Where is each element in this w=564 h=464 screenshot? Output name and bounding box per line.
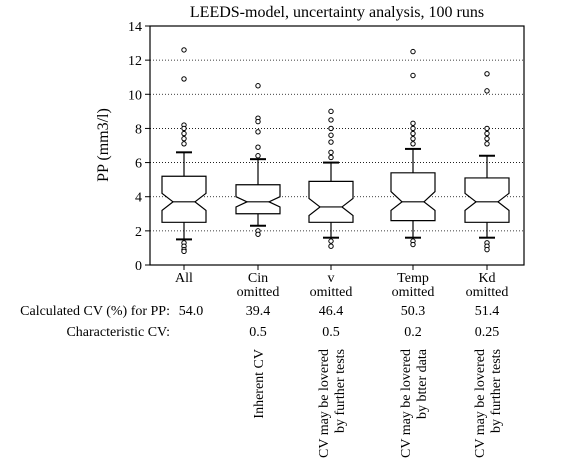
note-line: CV may be lovered bbox=[473, 349, 488, 458]
note-line-2: by further tests bbox=[489, 349, 504, 433]
y-tick-label: 12 bbox=[128, 54, 142, 69]
y-tick-label: 8 bbox=[135, 122, 142, 137]
outlier-point bbox=[328, 125, 334, 132]
outlier-point bbox=[255, 129, 261, 135]
y-axis-label: PP (mm3/l) bbox=[95, 108, 112, 182]
box-4 bbox=[464, 71, 510, 253]
cv-value: 54.0 bbox=[179, 304, 204, 319]
x-tick-label-line2: omitted bbox=[237, 285, 280, 300]
characteristic-value: 0.2 bbox=[404, 325, 422, 340]
outlier-point bbox=[181, 248, 187, 255]
characteristic-value: 0.5 bbox=[249, 325, 267, 340]
plot-frame bbox=[149, 25, 525, 266]
outlier-point bbox=[181, 141, 187, 147]
x-tick-label: Cin bbox=[248, 271, 268, 286]
x-tick-label: All bbox=[175, 271, 193, 286]
outlier-point bbox=[410, 130, 416, 137]
y-tick-label: 6 bbox=[135, 157, 142, 172]
outlier-point bbox=[484, 88, 490, 94]
notes-group: Inherent CV CV may be lovered by further t… bbox=[252, 348, 504, 458]
note-2: CV may be lovered by further tests bbox=[317, 349, 348, 458]
outlier-point bbox=[255, 231, 261, 237]
x-tick-label: Temp bbox=[397, 271, 429, 286]
x-tick-label-line2: omitted bbox=[392, 285, 435, 300]
chart-title: LEEDS-model, uncertainty analysis, 100 r… bbox=[190, 4, 484, 21]
outlier-point bbox=[255, 118, 261, 125]
notched-box bbox=[235, 184, 281, 215]
outlier-point bbox=[484, 141, 490, 147]
box-group bbox=[161, 47, 510, 255]
note-line: CV may be lovered bbox=[399, 349, 414, 458]
notched-box bbox=[161, 175, 207, 223]
y-tick-label: 2 bbox=[135, 225, 142, 240]
outlier-point bbox=[328, 117, 334, 123]
outlier-point bbox=[181, 76, 187, 82]
cv-table: Calculated CV (%) for PP: Characteristic … bbox=[20, 304, 499, 340]
outlier-point bbox=[255, 144, 261, 150]
outlier-point bbox=[410, 72, 416, 79]
note-line-2: by btter data bbox=[415, 348, 430, 419]
cv-value: 46.4 bbox=[319, 304, 344, 319]
outlier-point bbox=[328, 238, 334, 244]
outlier-point bbox=[328, 108, 334, 115]
outlier-point bbox=[410, 120, 416, 127]
outlier-point bbox=[410, 125, 416, 132]
note-4: CV may be lovered by further tests bbox=[473, 349, 504, 458]
box-0 bbox=[161, 47, 207, 255]
y-tick-label: 0 bbox=[135, 259, 142, 274]
outlier-point bbox=[328, 132, 334, 138]
outlier-point bbox=[484, 246, 490, 253]
outlier-point bbox=[484, 71, 490, 77]
outlier-point bbox=[255, 83, 261, 89]
outlier-point bbox=[328, 154, 334, 161]
box-1 bbox=[235, 83, 281, 237]
outlier-point bbox=[328, 243, 334, 249]
outlier-point bbox=[328, 139, 334, 145]
box-2 bbox=[308, 108, 354, 249]
x-tick-label: v bbox=[328, 271, 335, 286]
outlier-point bbox=[410, 141, 416, 147]
outlier-point bbox=[484, 130, 490, 137]
outlier-point bbox=[181, 130, 187, 137]
box-3 bbox=[390, 48, 436, 248]
outlier-point bbox=[484, 135, 490, 142]
x-tick-label-line2: omitted bbox=[466, 285, 509, 300]
outlier-point bbox=[181, 135, 187, 142]
cv-value: 39.4 bbox=[246, 304, 271, 319]
outlier-point bbox=[181, 47, 187, 53]
y-tick-label: 4 bbox=[135, 191, 142, 206]
outlier-point bbox=[410, 135, 416, 142]
characteristic-value: 0.5 bbox=[322, 325, 340, 340]
x-tick-label-line2: omitted bbox=[310, 285, 353, 300]
characteristic-value: 0.25 bbox=[475, 325, 500, 340]
y-tick-label: 14 bbox=[128, 20, 142, 35]
notched-box bbox=[390, 172, 436, 222]
x-tick-label: Kd bbox=[478, 271, 495, 286]
y-axis: 0 2 4 6 8 10 12 14 bbox=[128, 20, 150, 274]
note-line: CV may be lovered bbox=[317, 349, 332, 458]
outlier-point bbox=[410, 241, 416, 248]
notched-box bbox=[464, 177, 510, 223]
cv-row-label: Calculated CV (%) for PP: bbox=[20, 304, 170, 319]
y-tick-label: 10 bbox=[128, 88, 142, 103]
note-3: CV may be lovered by btter data bbox=[399, 348, 430, 458]
note-1: Inherent CV bbox=[252, 349, 267, 419]
notched-box bbox=[308, 180, 354, 223]
note-line-2: by further tests bbox=[333, 349, 348, 433]
outlier-point bbox=[255, 153, 261, 159]
cv-value: 51.4 bbox=[475, 304, 500, 319]
characteristic-row-label: Characteristic CV: bbox=[66, 325, 170, 340]
cv-value: 50.3 bbox=[401, 304, 426, 319]
outlier-point bbox=[484, 125, 490, 132]
x-axis: All CinomittedvomittedTempomittedKdomitte… bbox=[175, 265, 508, 300]
note-line: Inherent CV bbox=[252, 349, 267, 419]
outlier-point bbox=[410, 48, 416, 55]
outlier-point bbox=[181, 125, 187, 132]
outlier-point bbox=[328, 149, 334, 156]
